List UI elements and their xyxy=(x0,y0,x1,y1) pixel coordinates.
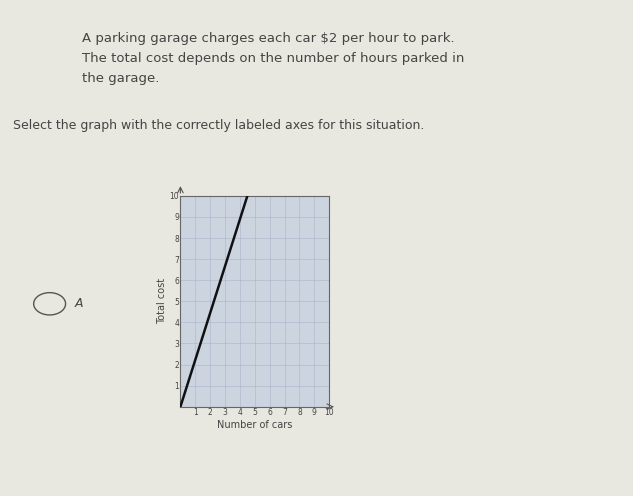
Text: A: A xyxy=(75,297,83,310)
Text: the garage.: the garage. xyxy=(82,72,160,85)
Y-axis label: Total cost: Total cost xyxy=(156,278,166,324)
Text: Select the graph with the correctly labeled axes for this situation.: Select the graph with the correctly labe… xyxy=(13,119,424,132)
Text: A parking garage charges each car $2 per hour to park.: A parking garage charges each car $2 per… xyxy=(82,32,455,45)
Text: The total cost depends on the number of hours parked in: The total cost depends on the number of … xyxy=(82,52,465,65)
X-axis label: Number of cars: Number of cars xyxy=(217,420,292,430)
